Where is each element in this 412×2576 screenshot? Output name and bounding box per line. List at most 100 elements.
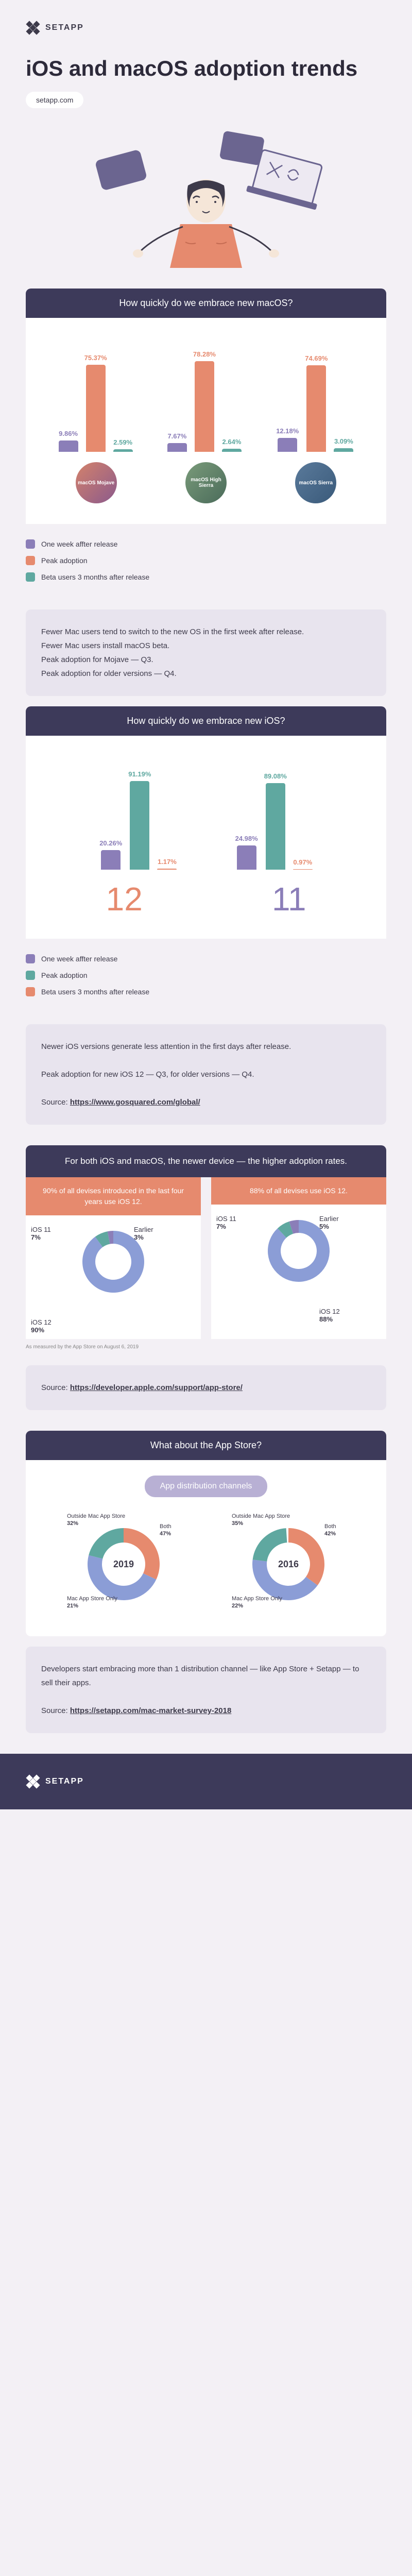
bar: 9.86% xyxy=(59,430,78,452)
macos-section-header: How quickly do we embrace new macOS? xyxy=(26,289,386,318)
bar-rect xyxy=(195,361,214,452)
info-line: Peak adoption for Mojave — Q3. xyxy=(41,655,153,664)
bar-label: 20.26% xyxy=(99,839,122,847)
donut-year: 2019 xyxy=(113,1559,134,1569)
source-prefix: Source: xyxy=(41,1706,70,1715)
bar-label: 74.69% xyxy=(305,354,328,362)
appstore-info: Developers start embracing more than 1 d… xyxy=(26,1647,386,1733)
pie-source-box: Source: https://developer.apple.com/supp… xyxy=(26,1365,386,1410)
bar-rect xyxy=(86,365,106,452)
macos-info: Fewer Mac users tend to switch to the ne… xyxy=(26,609,386,696)
ios-version-number: 12 xyxy=(106,880,143,918)
bar-rect xyxy=(306,365,326,452)
bar-label: 24.98% xyxy=(235,835,258,842)
bar: 3.09% xyxy=(334,437,353,452)
bar-label: 89.08% xyxy=(264,772,287,780)
donut-slice-label: Outside Mac App Store32% xyxy=(67,1513,125,1528)
bar: 24.98% xyxy=(235,835,258,870)
ios-legend: One week affter releasePeak adoptionBeta… xyxy=(0,939,412,1014)
pie-card: 88% of all devises use iOS 12.iOS 1288%i… xyxy=(211,1177,386,1339)
bar-rect xyxy=(266,783,285,870)
donut-slice-label: Outside Mac App Store35% xyxy=(232,1513,290,1528)
legend-label: Beta users 3 months after release xyxy=(41,988,149,996)
appstore-chart: App distribution channels 2019Outside Ma… xyxy=(26,1460,386,1636)
donut-slice xyxy=(253,1528,287,1562)
main-title: iOS and macOS adoption trends xyxy=(0,56,412,81)
bar: 75.37% xyxy=(84,354,107,452)
pie-slice-label: iOS 117% xyxy=(31,1226,51,1241)
legend-label: Peak adoption xyxy=(41,971,88,979)
logo-icon xyxy=(26,21,40,35)
bar-label: 2.59% xyxy=(113,438,132,446)
logo-icon xyxy=(26,1774,40,1789)
brand-name-footer: SETAPP xyxy=(45,1777,84,1786)
bar: 12.18% xyxy=(276,427,299,452)
bar-group: 7.67% 78.28% 2.64% xyxy=(167,338,242,452)
bar-label: 12.18% xyxy=(276,427,299,435)
pie-slice-label: Earlier5% xyxy=(319,1215,339,1230)
legend-swatch xyxy=(26,987,35,996)
version-circle: macOS Mojave xyxy=(76,462,117,503)
donut-slice-label: Both42% xyxy=(324,1523,336,1538)
bar-label: 91.19% xyxy=(128,770,151,778)
ios-source-link[interactable]: https://www.gosquared.com/global/ xyxy=(70,1098,200,1107)
bar-group: 24.98% 89.08% 0.97% xyxy=(235,756,313,870)
bar: 2.64% xyxy=(222,438,242,452)
info-line: Fewer Mac users install macOS beta. xyxy=(41,641,169,650)
pie-card: 90% of all devises introduced in the las… xyxy=(26,1177,201,1339)
legend-item: Beta users 3 months after release xyxy=(26,987,386,996)
logo: SETAPP xyxy=(0,21,412,35)
legend-label: Peak adoption xyxy=(41,556,88,565)
bar-rect xyxy=(167,443,187,452)
legend-swatch xyxy=(26,954,35,963)
source-prefix: Source: xyxy=(41,1383,70,1392)
legend-swatch xyxy=(26,539,35,549)
bar-rect xyxy=(101,850,121,870)
ios-chart: 20.26% 91.19% 1.17% 24.98% 89.08% 0.97% 12 11 xyxy=(26,736,386,939)
pie-card-body: iOS 1290%iOS 117%Earlier3% xyxy=(26,1215,201,1339)
ios-info: Newer iOS versions generate less attenti… xyxy=(26,1024,386,1125)
hero-illustration xyxy=(0,124,412,268)
pie-card-header: 88% of all devises use iOS 12. xyxy=(211,1177,386,1205)
bar-group: 9.86% 75.37% 2.59% xyxy=(59,338,133,452)
bar-group: 20.26% 91.19% 1.17% xyxy=(99,756,177,870)
bar: 91.19% xyxy=(128,770,151,870)
macos-chart: 9.86% 75.37% 2.59% 7.67% 78.28% 2.64% 12.18% 74… xyxy=(26,318,386,524)
bar-label: 78.28% xyxy=(193,350,216,358)
bar: 0.97% xyxy=(293,858,313,870)
bar-label: 2.64% xyxy=(222,438,242,446)
bar: 74.69% xyxy=(305,354,328,452)
version-circle: macOS High Sierra xyxy=(185,462,227,503)
legend-item: One week affter release xyxy=(26,539,386,549)
source-prefix: Source: xyxy=(41,1098,70,1107)
bar-rect xyxy=(334,448,353,452)
appstore-source: Source: https://setapp.com/mac-market-su… xyxy=(41,1704,371,1718)
pie-card-header: 90% of all devises introduced in the las… xyxy=(26,1177,201,1215)
donut-slice-label: Both47% xyxy=(160,1523,171,1538)
appstore-subtitle: App distribution channels xyxy=(145,1476,268,1497)
bar-label: 7.67% xyxy=(167,432,186,440)
pie-source-link[interactable]: https://developer.apple.com/support/app-… xyxy=(70,1383,243,1392)
pie-section-header: For both iOS and macOS, the newer device… xyxy=(26,1145,386,1177)
bar: 89.08% xyxy=(264,772,287,870)
bar-label: 0.97% xyxy=(293,858,312,866)
donut-slice xyxy=(124,1528,160,1580)
legend-item: Beta users 3 months after release xyxy=(26,572,386,582)
bar: 2.59% xyxy=(113,438,133,452)
bar: 1.17% xyxy=(157,858,177,870)
pie-disclaimer: As measured by the App Store on August 6… xyxy=(0,1339,412,1355)
ios-version-number: 11 xyxy=(272,880,306,918)
donut-year: 2016 xyxy=(278,1559,299,1569)
bar-label: 9.86% xyxy=(59,430,78,437)
donut-slice xyxy=(288,1528,324,1585)
appstore-source-link[interactable]: https://setapp.com/mac-market-survey-201… xyxy=(70,1706,231,1715)
donut-wrap: 2016Outside Mac App Store35%Both42%Mac A… xyxy=(237,1513,340,1616)
legend-swatch xyxy=(26,572,35,582)
donut-slice xyxy=(89,1528,124,1559)
ios-info-line: Peak adoption for new iOS 12 — Q3, for o… xyxy=(41,1067,371,1081)
bar-rect xyxy=(113,449,133,452)
footer: SETAPP xyxy=(0,1754,412,1809)
bar-rect xyxy=(222,449,242,452)
donut-wrap: 2019Outside Mac App Store32%Both47%Mac A… xyxy=(72,1513,175,1616)
bar-rect xyxy=(59,440,78,452)
